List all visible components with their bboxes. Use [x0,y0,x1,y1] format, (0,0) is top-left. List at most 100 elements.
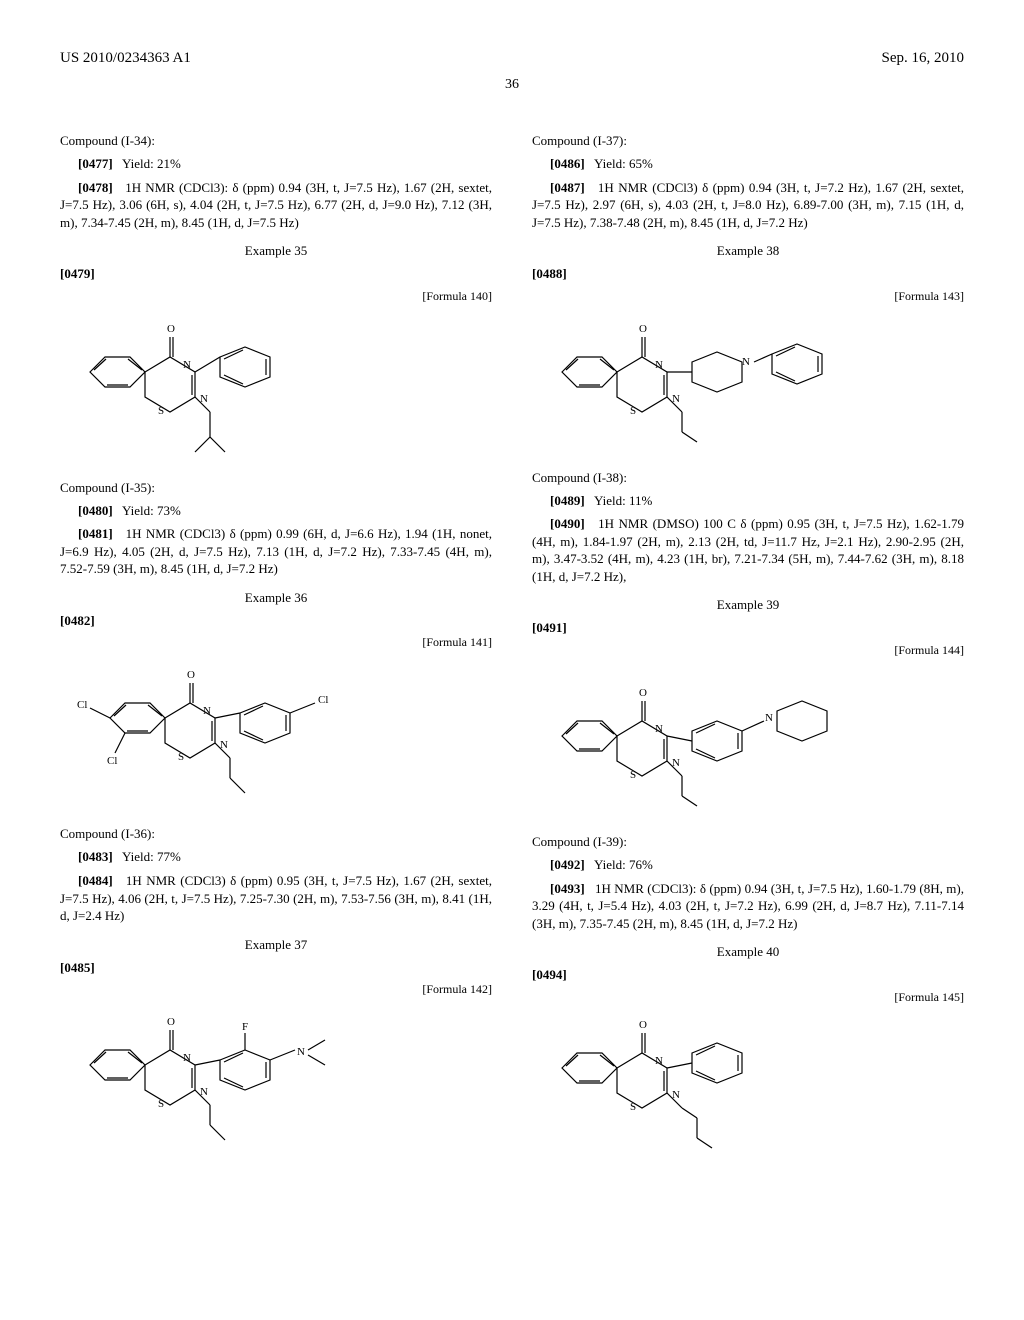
compound-36-label: Compound (I-36): [60,826,492,842]
formula-144-label: [Formula 144] [532,643,964,658]
compound-37-label: Compound (I-37): [532,133,964,149]
formula-143-label: [Formula 143] [532,289,964,304]
svg-text:Cl: Cl [318,694,328,706]
example-38-title: Example 38 [532,243,964,259]
svg-text:N: N [655,1055,663,1067]
formula-140-structure: O N S N [60,312,492,462]
para-0489: [0489] Yield: 11% [532,492,964,510]
svg-text:O: O [167,323,175,335]
chem-structure-icon: O N S N F N [60,1005,360,1155]
formula-142-structure: O N S N F N [60,1005,492,1155]
svg-text:O: O [639,323,647,335]
svg-text:F: F [242,1021,248,1033]
yield-text: Yield: 73% [122,503,181,518]
svg-text:N: N [742,356,750,368]
svg-text:N: N [220,739,228,751]
para-num: [0478] [78,180,113,195]
para-num: [0492] [550,857,585,872]
chem-structure-icon: O N S N [60,312,320,462]
para-0480: [0480] Yield: 73% [60,502,492,520]
compound-38-label: Compound (I-38): [532,470,964,486]
chem-structure-icon: O N S N N [532,666,862,816]
example-35-title: Example 35 [60,243,492,259]
svg-text:N: N [672,1089,680,1101]
para-num: [0479] [60,266,95,281]
svg-text:N: N [200,393,208,405]
para-0486: [0486] Yield: 65% [532,155,964,173]
para-num: [0489] [550,493,585,508]
two-column-body: Compound (I-34): [0477] Yield: 21% [0478… [60,133,964,1173]
svg-text:S: S [158,405,164,417]
svg-text:O: O [639,1019,647,1031]
para-0483: [0483] Yield: 77% [60,848,492,866]
svg-text:Cl: Cl [77,699,87,711]
para-0478: [0478] 1H NMR (CDCl3): δ (ppm) 0.94 (3H,… [60,179,492,232]
svg-text:N: N [655,723,663,735]
para-num: [0484] [78,873,113,888]
yield-text: Yield: 65% [594,156,653,171]
chem-structure-icon: O N S N Cl Cl Cl [60,658,380,808]
svg-text:O: O [187,669,195,681]
para-num: [0493] [550,881,585,896]
svg-text:S: S [158,1098,164,1110]
doc-id: US 2010/0234363 A1 [60,50,191,67]
doc-date: Sep. 16, 2010 [882,50,965,67]
compound-35-label: Compound (I-35): [60,480,492,496]
formula-143-structure: O N S N N [532,312,964,452]
para-0492: [0492] Yield: 76% [532,856,964,874]
nmr-text: 1H NMR (DMSO) 100 C δ (ppm) 0.95 (3H, t,… [532,516,964,584]
svg-text:N: N [765,712,773,724]
para-num: [0485] [60,960,95,975]
nmr-text: 1H NMR (CDCl3) δ (ppm) 0.94 (3H, t, J=7.… [532,180,964,230]
para-0484: [0484] 1H NMR (CDCl3) δ (ppm) 0.95 (3H, … [60,872,492,925]
para-0488: [0488] [532,265,964,283]
para-0494: [0494] [532,966,964,984]
para-num: [0491] [532,620,567,635]
svg-text:S: S [630,1101,636,1113]
yield-text: Yield: 76% [594,857,653,872]
yield-text: Yield: 77% [122,849,181,864]
left-column: Compound (I-34): [0477] Yield: 21% [0478… [60,133,492,1173]
svg-text:N: N [203,705,211,717]
nmr-text: 1H NMR (CDCl3): δ (ppm) 0.94 (3H, t, J=7… [60,180,492,230]
nmr-text: 1H NMR (CDCl3) δ (ppm) 0.99 (6H, d, J=6.… [60,526,492,576]
formula-145-label: [Formula 145] [532,990,964,1005]
para-num: [0482] [60,613,95,628]
nmr-text: 1H NMR (CDCl3): δ (ppm) 0.94 (3H, t, J=7… [532,881,964,931]
yield-text: Yield: 11% [594,493,652,508]
para-0479: [0479] [60,265,492,283]
formula-140-label: [Formula 140] [60,289,492,304]
para-num: [0494] [532,967,567,982]
para-num: [0487] [550,180,585,195]
svg-text:N: N [183,359,191,371]
svg-text:S: S [178,751,184,763]
svg-text:O: O [639,687,647,699]
page-number: 36 [60,77,964,93]
chem-structure-icon: O N S N [532,1013,792,1153]
svg-text:N: N [672,393,680,405]
para-0490: [0490] 1H NMR (DMSO) 100 C δ (ppm) 0.95 … [532,515,964,585]
formula-141-structure: O N S N Cl Cl Cl [60,658,492,808]
example-40-title: Example 40 [532,944,964,960]
chem-structure-icon: O N S N N [532,312,872,452]
para-num: [0486] [550,156,585,171]
formula-145-structure: O N S N [532,1013,964,1153]
para-num: [0481] [78,526,113,541]
example-37-title: Example 37 [60,937,492,953]
example-39-title: Example 39 [532,597,964,613]
svg-text:N: N [655,359,663,371]
page-header: US 2010/0234363 A1 Sep. 16, 2010 [60,50,964,67]
svg-text:N: N [672,757,680,769]
para-0491: [0491] [532,619,964,637]
para-num: [0480] [78,503,113,518]
svg-text:N: N [297,1046,305,1058]
formula-144-structure: O N S N N [532,666,964,816]
para-num: [0490] [550,516,585,531]
right-column: Compound (I-37): [0486] Yield: 65% [0487… [532,133,964,1173]
para-0482: [0482] [60,612,492,630]
svg-text:O: O [167,1016,175,1028]
example-36-title: Example 36 [60,590,492,606]
svg-text:S: S [630,405,636,417]
compound-34-label: Compound (I-34): [60,133,492,149]
formula-142-label: [Formula 142] [60,982,492,997]
